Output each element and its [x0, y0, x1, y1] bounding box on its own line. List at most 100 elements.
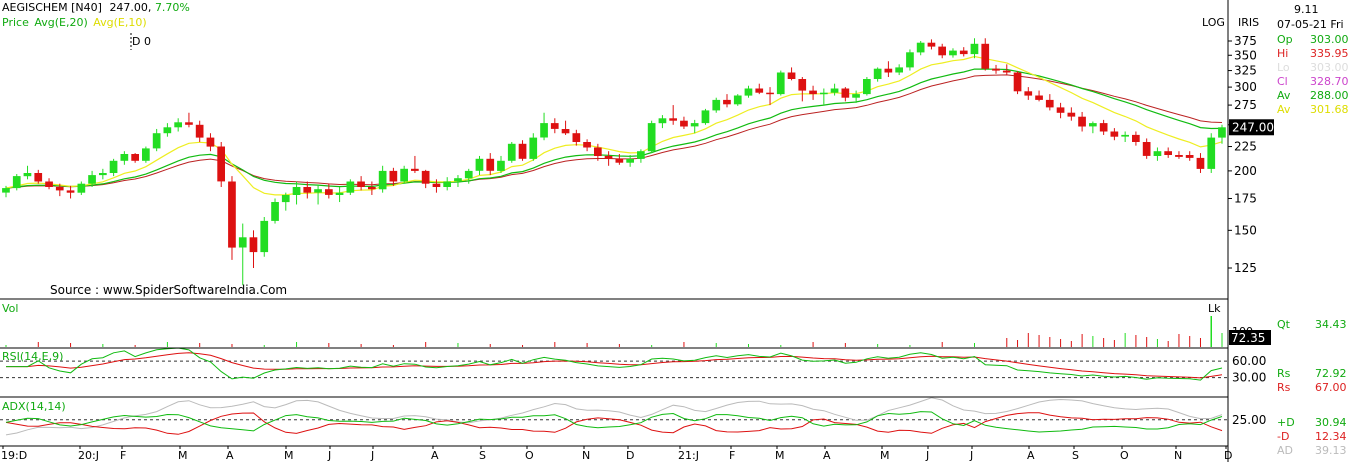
candle-body: [604, 155, 613, 159]
info-hi-value: 335.95: [1310, 47, 1348, 60]
info-hi-label: Hi: [1277, 47, 1289, 60]
info-op-value: 303.00: [1310, 33, 1348, 46]
rsi-panel[interactable]: RSI(14,E,9) 60.00 30.00: [0, 347, 1266, 385]
candle-body: [637, 151, 645, 159]
info-md-value: 12.34: [1315, 430, 1347, 443]
info-op-label: Op: [1277, 33, 1293, 46]
candle-body: [206, 137, 215, 147]
candle-body: [131, 154, 139, 161]
candle-body: [249, 237, 258, 253]
y-tick-label: 375: [1234, 34, 1257, 48]
series-avg-e10: [5, 55, 1223, 196]
last-price: 247.00,: [109, 1, 152, 14]
legend-avg20: Avg(E,20): [34, 16, 88, 29]
candle-body: [550, 123, 559, 129]
info-cl-label: Cl: [1277, 75, 1288, 88]
axes: 125150175200225250275300325350375247.001…: [0, 0, 1274, 462]
candle-body: [1013, 72, 1022, 92]
candle-body: [389, 170, 398, 182]
candle-body: [163, 127, 172, 134]
candle-body: [916, 42, 925, 53]
candle-body: [195, 124, 204, 138]
candle-body: [1002, 70, 1011, 73]
candle-body: [346, 181, 355, 193]
adx-panel[interactable]: ADX(14,14) 25.00: [0, 397, 1266, 436]
info-lo-label: Lo: [1277, 61, 1290, 74]
candle-body: [529, 137, 538, 159]
source-text: Source : www.SpiderSoftwareIndia.Com: [50, 283, 288, 297]
series-minus-di: [5, 412, 1223, 435]
candle-body: [583, 142, 591, 148]
adx-level-label: 25.00: [1232, 413, 1266, 427]
series-rsi: [6, 347, 1223, 381]
candle-body: [217, 146, 225, 182]
candle-body: [841, 88, 850, 98]
last-price-tag-label: 247.00: [1232, 120, 1274, 134]
candle-body: [669, 118, 677, 121]
candle-body: [357, 181, 365, 187]
x-tick-label: N: [582, 449, 590, 462]
candle-body: [1153, 151, 1162, 156]
iris-toggle[interactable]: IRIS: [1238, 16, 1260, 29]
candle-body: [895, 67, 903, 73]
candle-body: [12, 176, 21, 189]
change-percent: 7.70%: [154, 1, 190, 14]
y-tick-label: 275: [1234, 98, 1257, 112]
info-qt-value: 34.43: [1315, 318, 1347, 331]
candle-body: [658, 118, 667, 124]
candle-body: [152, 133, 161, 149]
candle-body: [443, 181, 451, 187]
x-tick-label: D: [626, 449, 634, 462]
candle-body: [852, 94, 860, 98]
info-av2-value: 301.68: [1310, 103, 1348, 116]
candle-body: [314, 189, 322, 193]
info-av1-label: Av: [1277, 89, 1291, 102]
x-tick-label: N: [1174, 449, 1182, 462]
candle-body: [174, 122, 182, 128]
volume-title: Vol: [2, 302, 18, 315]
series-adx: [5, 397, 1223, 436]
y-tick-label: 150: [1234, 223, 1257, 237]
candle-body: [1185, 155, 1194, 158]
candle-body: [77, 183, 86, 193]
candle-body: [475, 158, 484, 171]
info-av1-value: 288.00: [1310, 89, 1348, 102]
x-tick-label: M: [880, 449, 890, 462]
info-ad-label: AD: [1277, 444, 1293, 457]
candle-body: [1110, 131, 1119, 137]
candle-body: [432, 183, 441, 187]
candle-body: [766, 92, 774, 95]
candle-body: [454, 178, 462, 182]
candle-body: [228, 181, 236, 248]
candle-body: [992, 68, 1000, 71]
candle-body: [680, 120, 688, 127]
candle-body: [23, 173, 32, 177]
candle-body: [733, 95, 742, 105]
x-tick-label: S: [479, 449, 486, 462]
candle-body: [185, 122, 193, 125]
volume-panel[interactable]: VolLk10072.35: [2, 302, 1271, 347]
candle-body: [701, 110, 710, 124]
candle-body: [626, 158, 634, 163]
candle-body: [572, 133, 581, 142]
candle-body: [863, 79, 871, 95]
price-panel[interactable]: [2, 38, 1226, 286]
info-rs2-value: 67.00: [1315, 381, 1347, 394]
y-tick-label: 325: [1234, 64, 1257, 78]
volume-value-tag: [1229, 330, 1271, 345]
x-tick-label: A: [226, 449, 234, 462]
x-tick-label: F: [120, 449, 126, 462]
candle-body: [938, 46, 946, 56]
candle-body: [142, 148, 150, 161]
x-tick-label: M: [775, 449, 785, 462]
candle-body: [1218, 127, 1226, 138]
x-tick-label: S: [1072, 449, 1079, 462]
candle-body: [1121, 134, 1129, 137]
candle-body: [55, 187, 64, 191]
candle-body: [99, 173, 107, 176]
info-date: 07-05-21 Fri: [1277, 18, 1344, 31]
log-toggle[interactable]: LOG: [1202, 16, 1225, 29]
candle-body: [981, 43, 990, 69]
candle-body: [1089, 123, 1097, 127]
